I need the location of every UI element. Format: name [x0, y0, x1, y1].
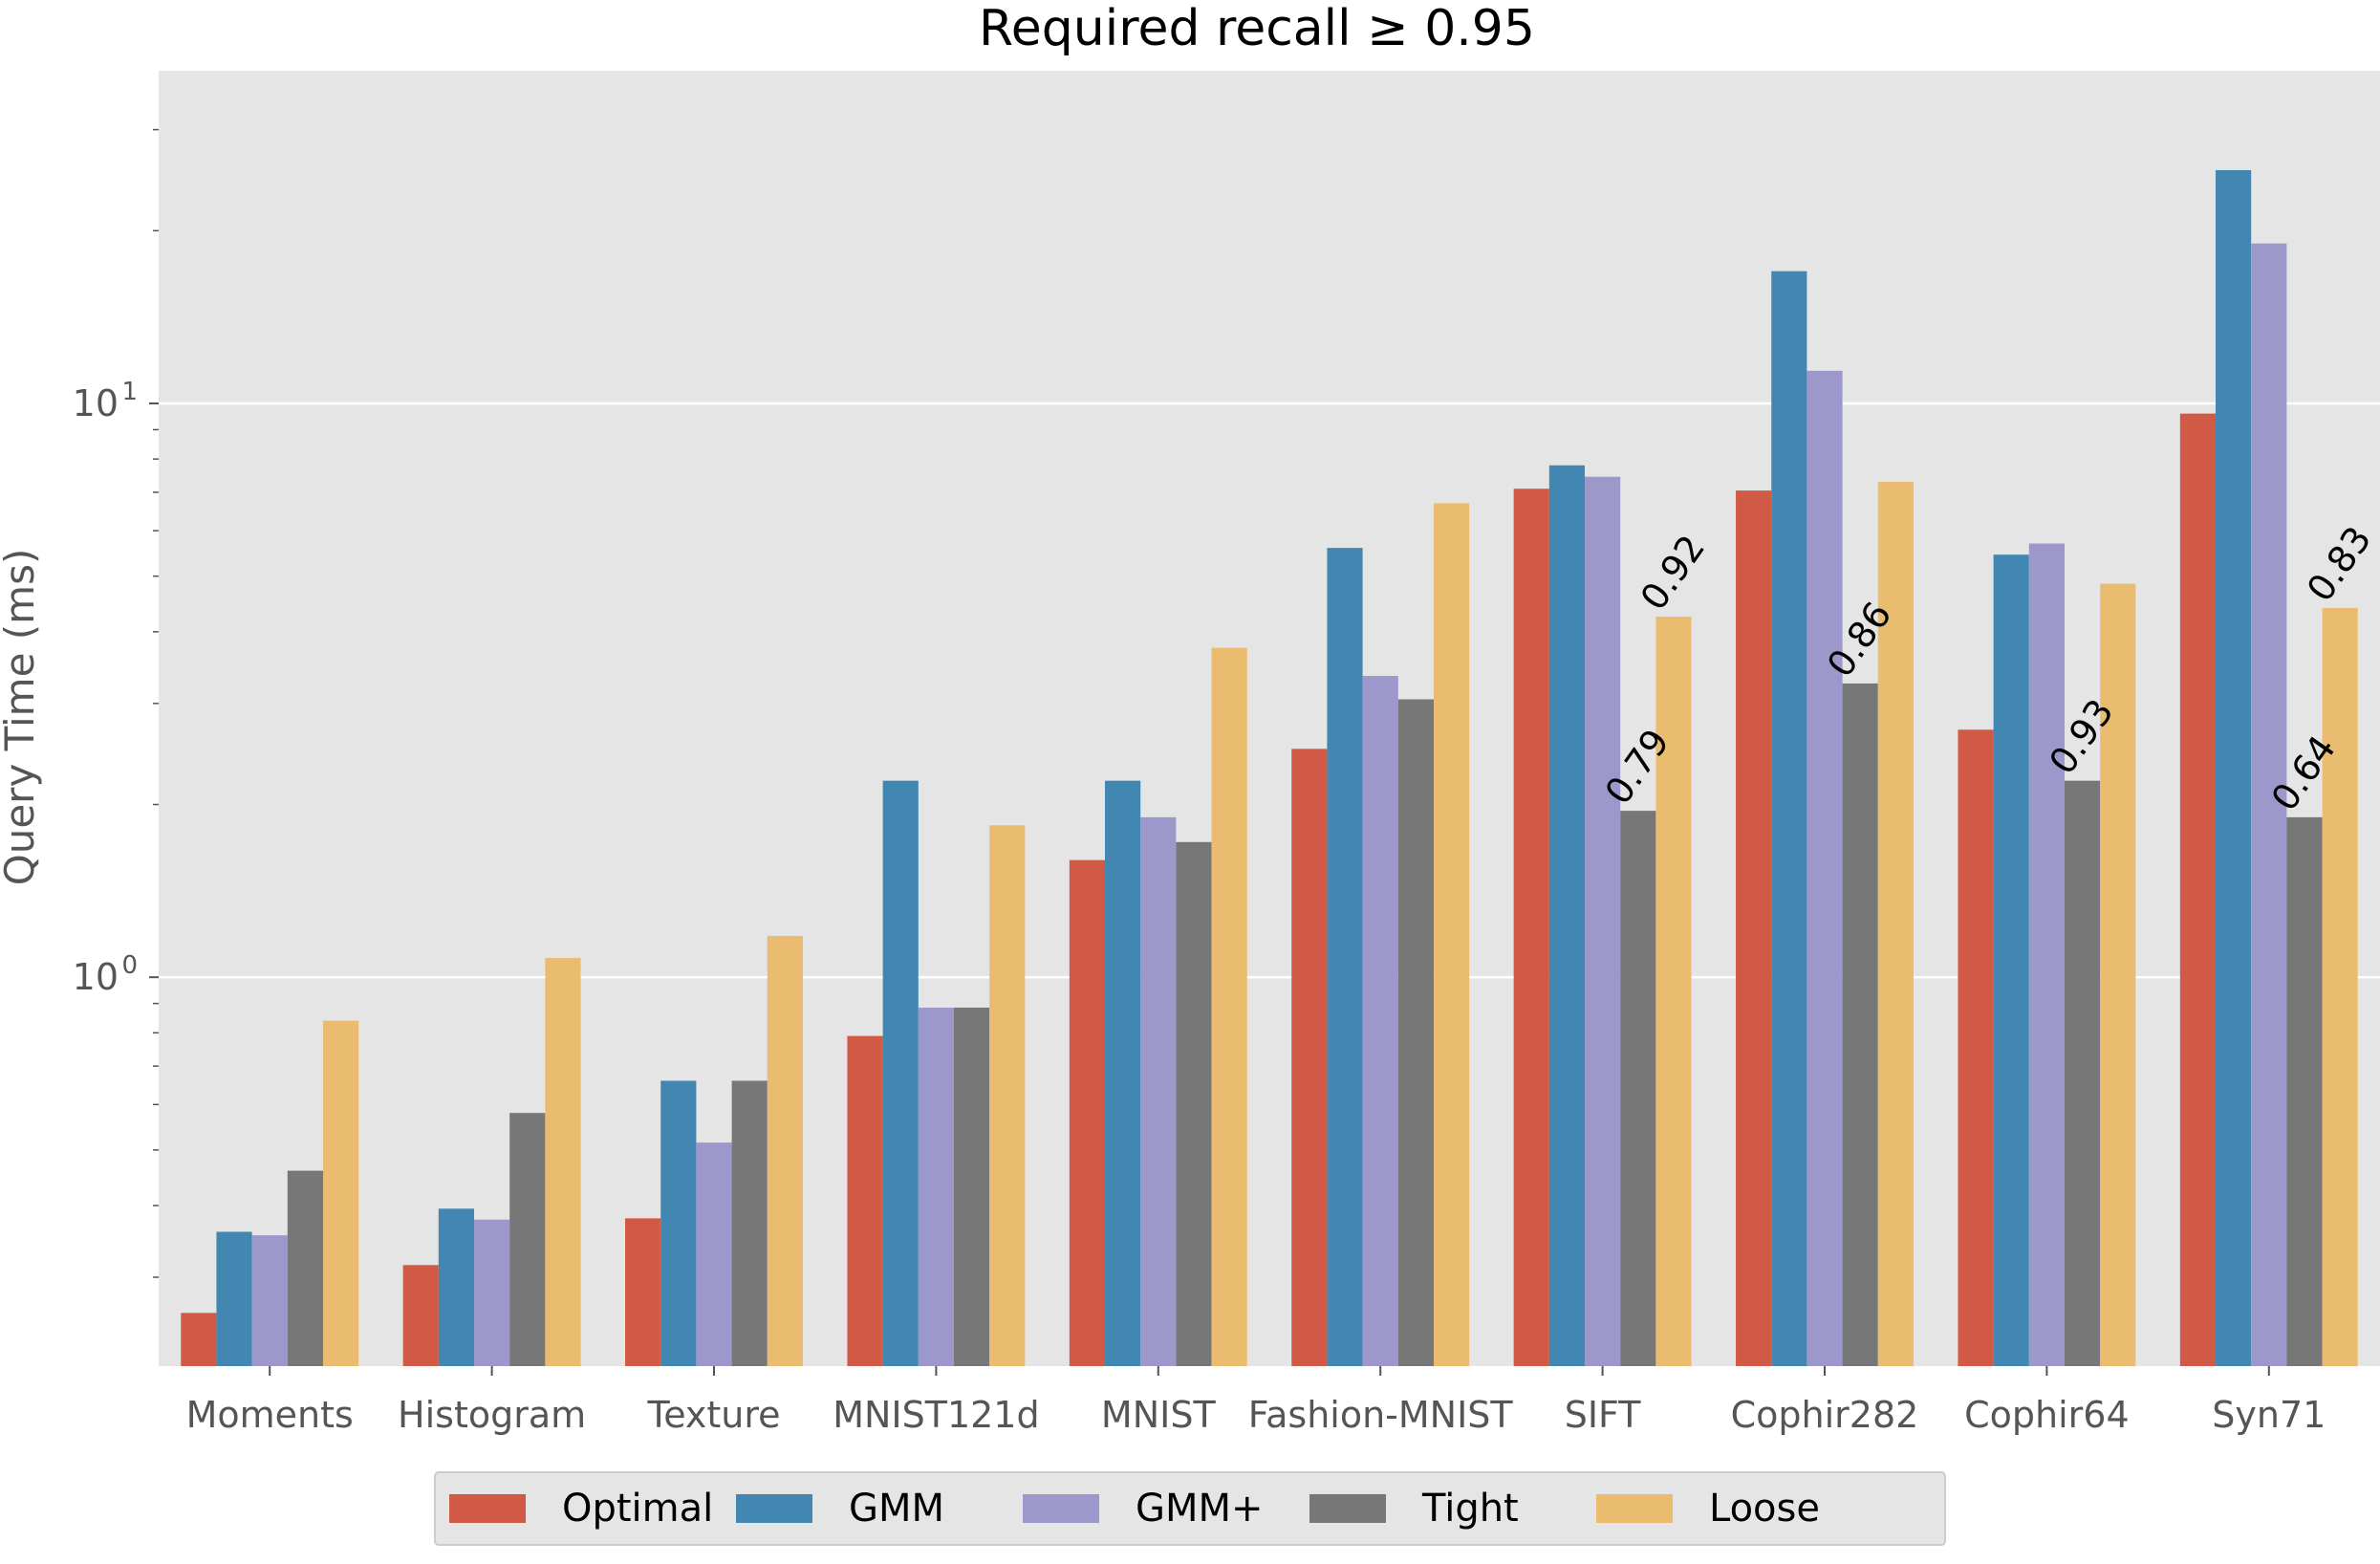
bar-gmm-	[1585, 476, 1621, 1366]
legend-box	[434, 1471, 1946, 1546]
y-tick-exponent: 0	[121, 951, 138, 980]
bar-tight	[287, 1170, 323, 1366]
legend-item: Loose	[1596, 1487, 1820, 1531]
x-tick-label: SIFT	[1565, 1394, 1642, 1436]
legend-swatch	[1023, 1494, 1099, 1523]
legend-swatch	[449, 1494, 526, 1523]
legend-item: Optimal	[449, 1487, 713, 1531]
bar-gmm-	[696, 1142, 732, 1366]
bar-optimal	[847, 1035, 883, 1366]
x-tick-label: Texture	[646, 1394, 780, 1436]
bar-gmm	[660, 1080, 697, 1366]
bar-gmm	[1327, 548, 1363, 1366]
bar-loose	[1211, 647, 1247, 1366]
y-tick-base: 10	[73, 382, 119, 424]
bar-optimal	[1291, 749, 1328, 1366]
bar-loose	[989, 825, 1026, 1366]
legend-label: Loose	[1709, 1487, 1820, 1531]
bar-loose	[545, 958, 581, 1366]
bar-tight	[1176, 841, 1212, 1366]
bar-gmm-	[1140, 816, 1177, 1366]
bar-gmm	[1105, 780, 1141, 1366]
bar-gmm	[1548, 465, 1586, 1367]
y-tick-label: 10 1	[73, 378, 138, 424]
bar-optimal	[1513, 489, 1549, 1366]
bar-loose	[1877, 482, 1914, 1366]
legend-label: GMM+	[1136, 1487, 1264, 1531]
bar-tight	[2286, 816, 2323, 1366]
bar-optimal	[1069, 859, 1106, 1366]
bar-gmm-	[918, 1008, 954, 1366]
y-tick-base: 10	[73, 956, 119, 998]
x-tick-label: Syn71	[2212, 1394, 2326, 1436]
bar-optimal	[1958, 729, 1994, 1366]
bar-optimal	[625, 1218, 661, 1366]
bars	[181, 169, 2358, 1367]
legend-swatch	[1596, 1494, 1673, 1523]
bar-tight	[509, 1113, 546, 1366]
bar-tight	[2064, 780, 2101, 1366]
bar-tight	[953, 1008, 990, 1366]
legend-item: Tight	[1309, 1487, 1519, 1531]
bar-optimal	[181, 1313, 217, 1366]
legend-swatch	[736, 1494, 812, 1523]
x-tick-label: Fashion-MNIST	[1248, 1394, 1514, 1436]
y-tick-exponent: 1	[121, 378, 138, 406]
legend-label: Tight	[1421, 1487, 1519, 1531]
bar-loose	[1433, 503, 1470, 1366]
x-tick-label: Cophir282	[1731, 1394, 1919, 1436]
bar-gmm	[882, 780, 919, 1366]
y-axis-label: Query Time (ms)	[0, 549, 43, 886]
bar-tight	[1620, 811, 1656, 1366]
legend-item: GMM	[736, 1487, 944, 1531]
bar-gmm	[438, 1208, 475, 1366]
bar-loose	[767, 936, 803, 1366]
x-tick-label: Histogram	[398, 1394, 586, 1436]
bar-loose	[2322, 607, 2358, 1366]
x-tick-label: MNIST	[1101, 1394, 1217, 1436]
chart-title: Required recall ≥ 0.95	[979, 0, 1535, 57]
bar-gmm-	[1807, 370, 1843, 1366]
bar-tight	[1397, 699, 1434, 1366]
x-tick-label: MNIST121d	[833, 1394, 1039, 1436]
bar-loose	[322, 1020, 359, 1366]
bar-loose	[2100, 583, 2136, 1366]
x-tick-label: Cophir64	[1964, 1394, 2130, 1436]
bar-optimal	[2179, 413, 2217, 1367]
legend-label: Optimal	[562, 1487, 713, 1531]
bar-tight	[1842, 683, 1878, 1366]
bar-gmm	[216, 1231, 252, 1366]
legend-label: GMM	[849, 1487, 944, 1531]
bar-gmm-	[2251, 243, 2287, 1366]
legend: Optimal GMM GMM+ Tight Loose	[434, 1471, 1946, 1546]
bar-gmm-	[2028, 543, 2065, 1366]
bar-optimal	[1736, 490, 1772, 1366]
legend-swatch	[1309, 1494, 1386, 1523]
bar-tight	[731, 1080, 768, 1366]
bar-gmm-	[1362, 676, 1398, 1366]
bar-gmm-	[474, 1219, 510, 1366]
bar-gmm-	[251, 1235, 288, 1366]
bar-optimal	[402, 1265, 439, 1366]
bar-gmm	[1993, 554, 2029, 1366]
y-tick-label: 10 0	[73, 951, 138, 998]
bar-gmm	[2216, 169, 2252, 1367]
x-tick-label: Moments	[186, 1394, 354, 1436]
bar-loose	[1655, 617, 1692, 1366]
legend-item: GMM+	[1023, 1487, 1264, 1531]
bar-gmm	[1771, 271, 1807, 1366]
